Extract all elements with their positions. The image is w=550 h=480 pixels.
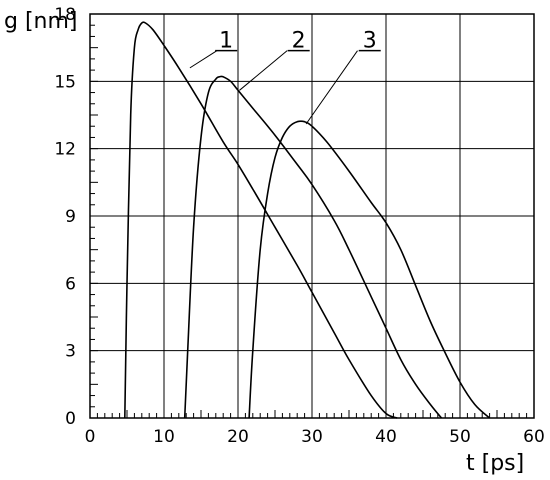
series-line-3	[248, 120, 491, 419]
curve-label-pointer	[239, 50, 288, 91]
series-line-2	[183, 75, 443, 419]
y-tick-label: 3	[65, 342, 76, 362]
minor-ticks	[90, 24, 528, 418]
x-tick-label: 40	[375, 427, 397, 447]
grid-lines	[90, 14, 534, 418]
y-tick-label: 9	[65, 207, 76, 227]
curve-label-3: 3	[363, 29, 377, 54]
curve-label-1: 1	[219, 29, 233, 54]
x-axis-title: t [ps]	[466, 451, 524, 476]
x-tick-label: 0	[85, 427, 96, 447]
series-lines	[124, 21, 491, 419]
y-tick-label: 12	[54, 140, 76, 160]
y-tick-label: 6	[65, 274, 76, 294]
x-tick-label: 10	[153, 427, 175, 447]
x-tick-label: 30	[301, 427, 323, 447]
curve-label-pointer	[305, 50, 358, 125]
y-tick-label: 15	[54, 72, 76, 92]
curve-label-pointer	[189, 50, 218, 69]
plot-frame	[89, 13, 535, 419]
x-tick-label: 50	[449, 427, 471, 447]
y-axis-title: g [nm]	[4, 9, 78, 34]
curve-labels: 1 2 3	[189, 29, 381, 125]
y-tick-label: 0	[65, 409, 76, 429]
y-tick-label: 18	[54, 5, 76, 25]
curve-label-2: 2	[292, 29, 306, 54]
x-tick-label: 20	[227, 427, 249, 447]
series-line-1	[124, 21, 398, 419]
x-tick-label: 60	[523, 427, 545, 447]
